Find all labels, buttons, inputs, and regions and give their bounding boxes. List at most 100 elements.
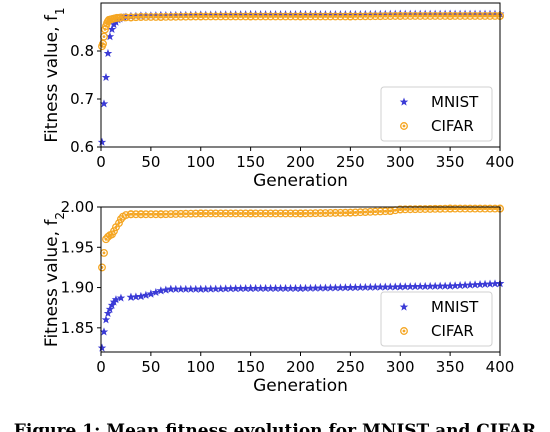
x-tick-label: 0 — [96, 358, 106, 376]
data-point-cifar — [316, 12, 325, 21]
data-point-cifar — [236, 209, 245, 218]
data-point-cifar — [446, 12, 455, 20]
data-point-cifar — [141, 12, 150, 21]
legend-label-mnist: MNIST — [431, 298, 479, 316]
x-tick-label: 150 — [236, 153, 265, 171]
data-point-cifar — [256, 209, 265, 218]
data-point-cifar — [341, 12, 350, 21]
data-point-cifar — [171, 209, 180, 218]
data-point-cifar — [156, 12, 165, 21]
data-point-cifar — [291, 209, 300, 218]
data-point-cifar — [241, 12, 250, 21]
data-point-cifar — [216, 209, 225, 218]
y-axis-label: Fitness value, f1 — [42, 7, 67, 142]
data-point-mnist — [97, 343, 107, 352]
data-point-cifar — [146, 210, 155, 219]
data-point-cifar — [100, 248, 108, 257]
data-point-cifar — [236, 12, 245, 21]
data-point-cifar — [491, 204, 499, 213]
data-point-mnist — [156, 286, 166, 295]
x-tick-label: 250 — [336, 358, 365, 376]
data-point-cifar — [211, 12, 220, 21]
data-point-cifar — [131, 13, 140, 22]
data-point-cifar — [171, 12, 180, 21]
data-point-cifar — [436, 204, 445, 213]
legend-entry-mnist: MNIST — [399, 93, 479, 111]
data-point-cifar — [416, 205, 425, 214]
data-point-cifar — [341, 208, 350, 217]
series-cifar — [98, 204, 504, 272]
data-point-cifar — [186, 12, 195, 21]
data-point-mnist — [126, 292, 136, 301]
legend-label-cifar: CIFAR — [431, 322, 474, 340]
data-point-cifar — [191, 12, 200, 21]
data-point-cifar — [141, 210, 150, 219]
data-point-cifar — [361, 12, 370, 21]
data-point-cifar — [221, 209, 230, 218]
data-point-cifar — [406, 205, 415, 214]
data-point-cifar — [256, 12, 265, 21]
series-cifar — [98, 12, 504, 51]
data-point-cifar — [281, 12, 290, 21]
data-point-cifar — [201, 12, 210, 21]
data-point-cifar — [396, 205, 405, 214]
data-point-cifar — [221, 12, 230, 21]
data-point-cifar — [356, 12, 365, 21]
data-point-cifar — [121, 13, 130, 22]
legend-entry-cifar: CIFAR — [400, 117, 474, 135]
data-point-cifar — [196, 12, 205, 21]
data-point-cifar — [371, 12, 380, 21]
data-point-mnist — [101, 72, 111, 82]
data-point-cifar — [416, 12, 425, 20]
data-point-cifar — [151, 210, 160, 219]
y-tick-label: 0.7 — [70, 90, 94, 108]
data-point-cifar — [366, 12, 375, 21]
data-point-cifar — [161, 210, 170, 219]
x-tick-label: 0 — [96, 153, 106, 171]
data-point-cifar — [456, 204, 465, 213]
data-point-cifar — [136, 12, 145, 21]
data-point-cifar — [376, 207, 385, 216]
data-point-cifar — [226, 12, 235, 21]
legend-marker-mnist — [399, 302, 409, 311]
data-point-cifar — [296, 12, 305, 21]
legend: MNIST CIFAR — [380, 86, 493, 142]
x-tick-label: 350 — [436, 153, 465, 171]
data-point-cifar — [306, 12, 315, 21]
data-point-cifar — [306, 209, 315, 218]
data-point-cifar — [146, 12, 155, 21]
data-point-cifar — [126, 13, 135, 22]
data-point-mnist — [131, 292, 141, 301]
data-point-cifar — [301, 209, 310, 218]
data-point-cifar — [206, 12, 215, 21]
data-point-cifar — [431, 12, 440, 20]
data-point-cifar — [336, 12, 345, 21]
data-point-cifar — [181, 209, 190, 218]
data-point-cifar — [126, 210, 135, 219]
data-point-cifar — [281, 209, 290, 218]
data-point-cifar — [156, 210, 165, 219]
data-point-cifar — [226, 209, 235, 218]
data-point-cifar — [426, 204, 435, 213]
x-tick-label: 50 — [141, 358, 160, 376]
data-point-cifar — [251, 12, 260, 21]
x-tick-label: 400 — [486, 153, 515, 171]
data-point-cifar — [461, 204, 470, 213]
legend-entry-cifar: CIFAR — [400, 322, 474, 340]
data-point-cifar — [246, 12, 255, 21]
data-point-cifar — [426, 12, 435, 20]
data-point-cifar — [316, 209, 325, 218]
data-point-mnist — [97, 137, 107, 146]
data-point-mnist — [107, 24, 117, 34]
data-point-cifar — [166, 12, 175, 21]
data-point-cifar — [481, 204, 489, 213]
data-point-mnist — [111, 295, 121, 304]
data-point-cifar — [151, 12, 160, 21]
data-point-cifar — [381, 207, 390, 216]
data-point-cifar — [471, 12, 480, 20]
data-point-cifar — [376, 12, 385, 21]
y-tick-label: 0.8 — [70, 42, 94, 60]
data-point-cifar — [326, 12, 335, 21]
data-point-cifar — [311, 12, 320, 21]
data-point-cifar — [466, 204, 475, 213]
